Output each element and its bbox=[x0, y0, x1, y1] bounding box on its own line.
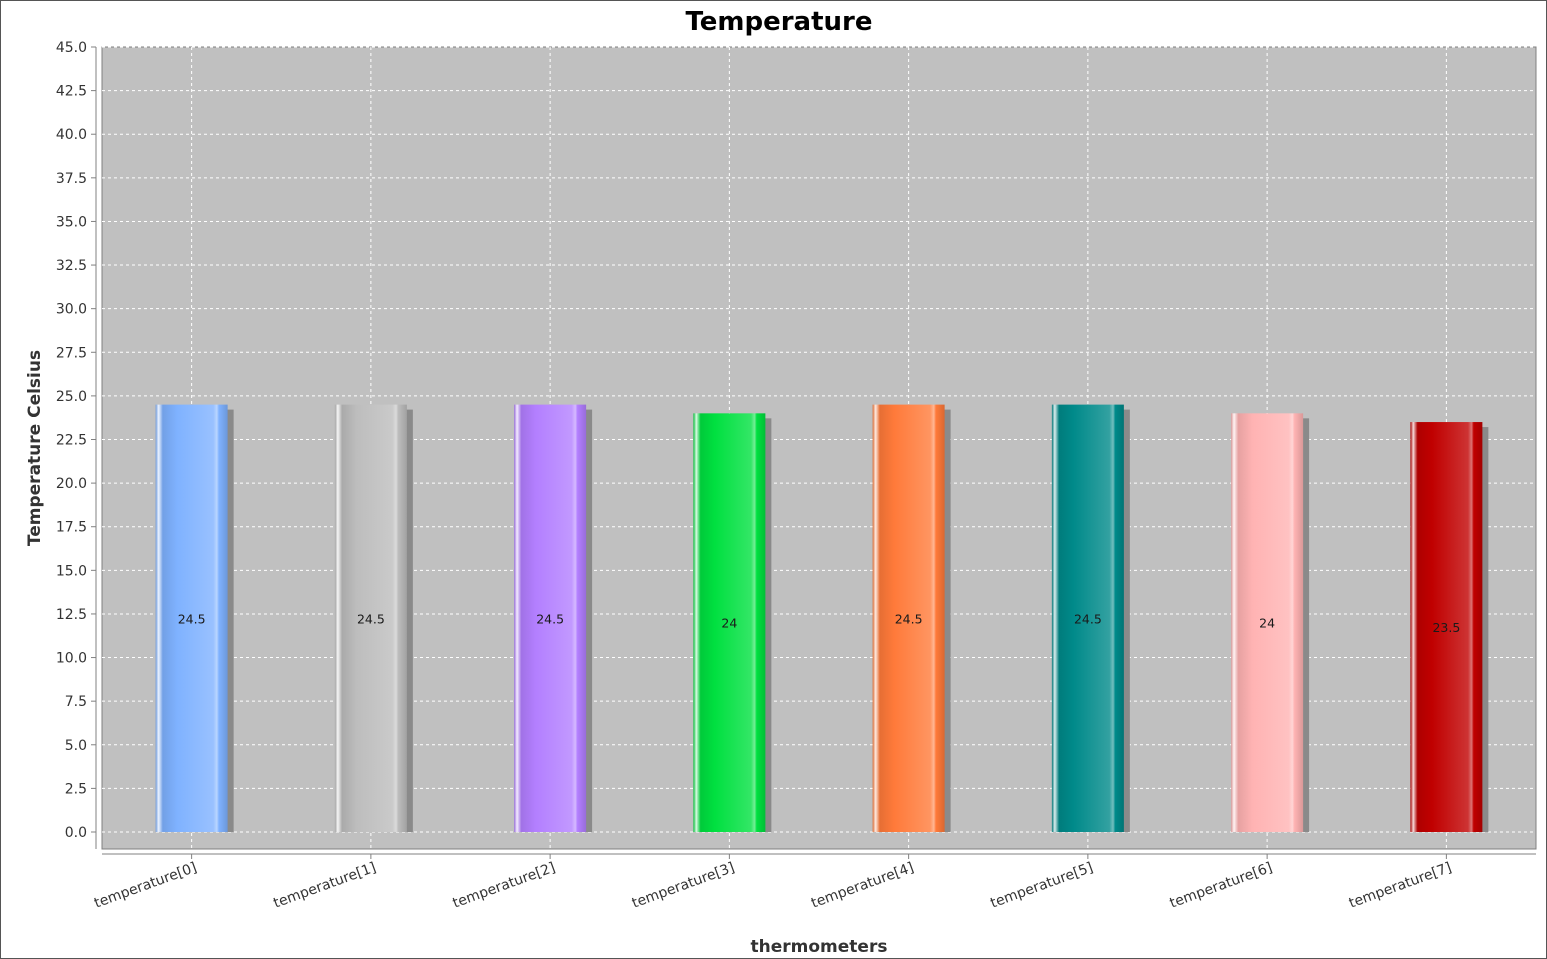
bar-1[interactable] bbox=[334, 404, 407, 832]
bar-value-label: 23.5 bbox=[1432, 620, 1460, 635]
bar-value-label: 24 bbox=[1259, 616, 1275, 631]
x-axis-title: thermometers bbox=[751, 937, 888, 957]
y-tick-label: 30.0 bbox=[56, 302, 87, 318]
y-tick-label: 27.5 bbox=[56, 345, 87, 361]
bar-0[interactable] bbox=[155, 404, 228, 832]
y-tick-label: 25.0 bbox=[56, 389, 87, 405]
y-tick-label: 0.0 bbox=[65, 825, 87, 841]
bar-value-label: 24.5 bbox=[1074, 611, 1102, 626]
x-category-label: temperature[3] bbox=[630, 860, 737, 912]
data-labels: 24.5 24.5 24.5 24 24.5 24.5 24 23.5 bbox=[178, 611, 1461, 635]
y-axis: 0.0 2.5 5.0 7.5 10.0 12.5 15.0 17.5 20.0 22.5 25.0… bbox=[56, 40, 97, 849]
y-tick-label: 37.5 bbox=[56, 171, 87, 187]
y-tick-label: 2.5 bbox=[65, 781, 87, 797]
y-tick-label: 35.0 bbox=[56, 214, 87, 230]
x-category-label: temperature[5] bbox=[988, 860, 1095, 912]
bar-value-label: 24.5 bbox=[357, 611, 385, 626]
x-category-label: temperature[6] bbox=[1168, 860, 1275, 912]
bar-value-label: 24.5 bbox=[178, 611, 206, 626]
bar-5[interactable] bbox=[1051, 404, 1124, 832]
chart-title: Temperature bbox=[685, 7, 872, 37]
plot-area bbox=[101, 46, 1537, 850]
bar-value-label: 24.5 bbox=[895, 611, 923, 626]
x-category-label: temperature[0] bbox=[92, 860, 199, 912]
y-tick-label: 22.5 bbox=[56, 433, 87, 449]
y-tick-label: 7.5 bbox=[65, 694, 87, 710]
x-category-label: temperature[7] bbox=[1347, 860, 1454, 912]
x-axis: temperature[0] temperature[1] temperature[… bbox=[92, 853, 1536, 912]
y-tick-label: 15.0 bbox=[56, 563, 87, 579]
bar-3[interactable] bbox=[693, 413, 766, 832]
y-tick-label: 17.5 bbox=[56, 520, 87, 536]
y-tick-label: 32.5 bbox=[56, 258, 87, 274]
x-category-label: temperature[2] bbox=[451, 860, 558, 912]
y-tick-label: 45.0 bbox=[56, 40, 87, 56]
y-tick-label: 40.0 bbox=[56, 127, 87, 143]
bar-value-label: 24.5 bbox=[536, 611, 564, 626]
y-tick-label: 10.0 bbox=[56, 651, 87, 667]
y-tick-label: 12.5 bbox=[56, 607, 87, 623]
bar-6[interactable] bbox=[1231, 413, 1304, 832]
bar-value-label: 24 bbox=[721, 616, 737, 631]
bars bbox=[155, 404, 1489, 832]
bar-7[interactable] bbox=[1410, 422, 1483, 832]
bar-4[interactable] bbox=[872, 404, 945, 832]
x-category-label: temperature[4] bbox=[809, 860, 916, 912]
x-category-label: temperature[1] bbox=[271, 860, 378, 912]
y-tick-label: 20.0 bbox=[56, 476, 87, 492]
y-axis-title: Temperature Celsius bbox=[25, 350, 45, 546]
y-tick-label: 42.5 bbox=[56, 84, 87, 100]
y-tick-label: 5.0 bbox=[65, 738, 87, 754]
bar-2[interactable] bbox=[514, 404, 587, 832]
